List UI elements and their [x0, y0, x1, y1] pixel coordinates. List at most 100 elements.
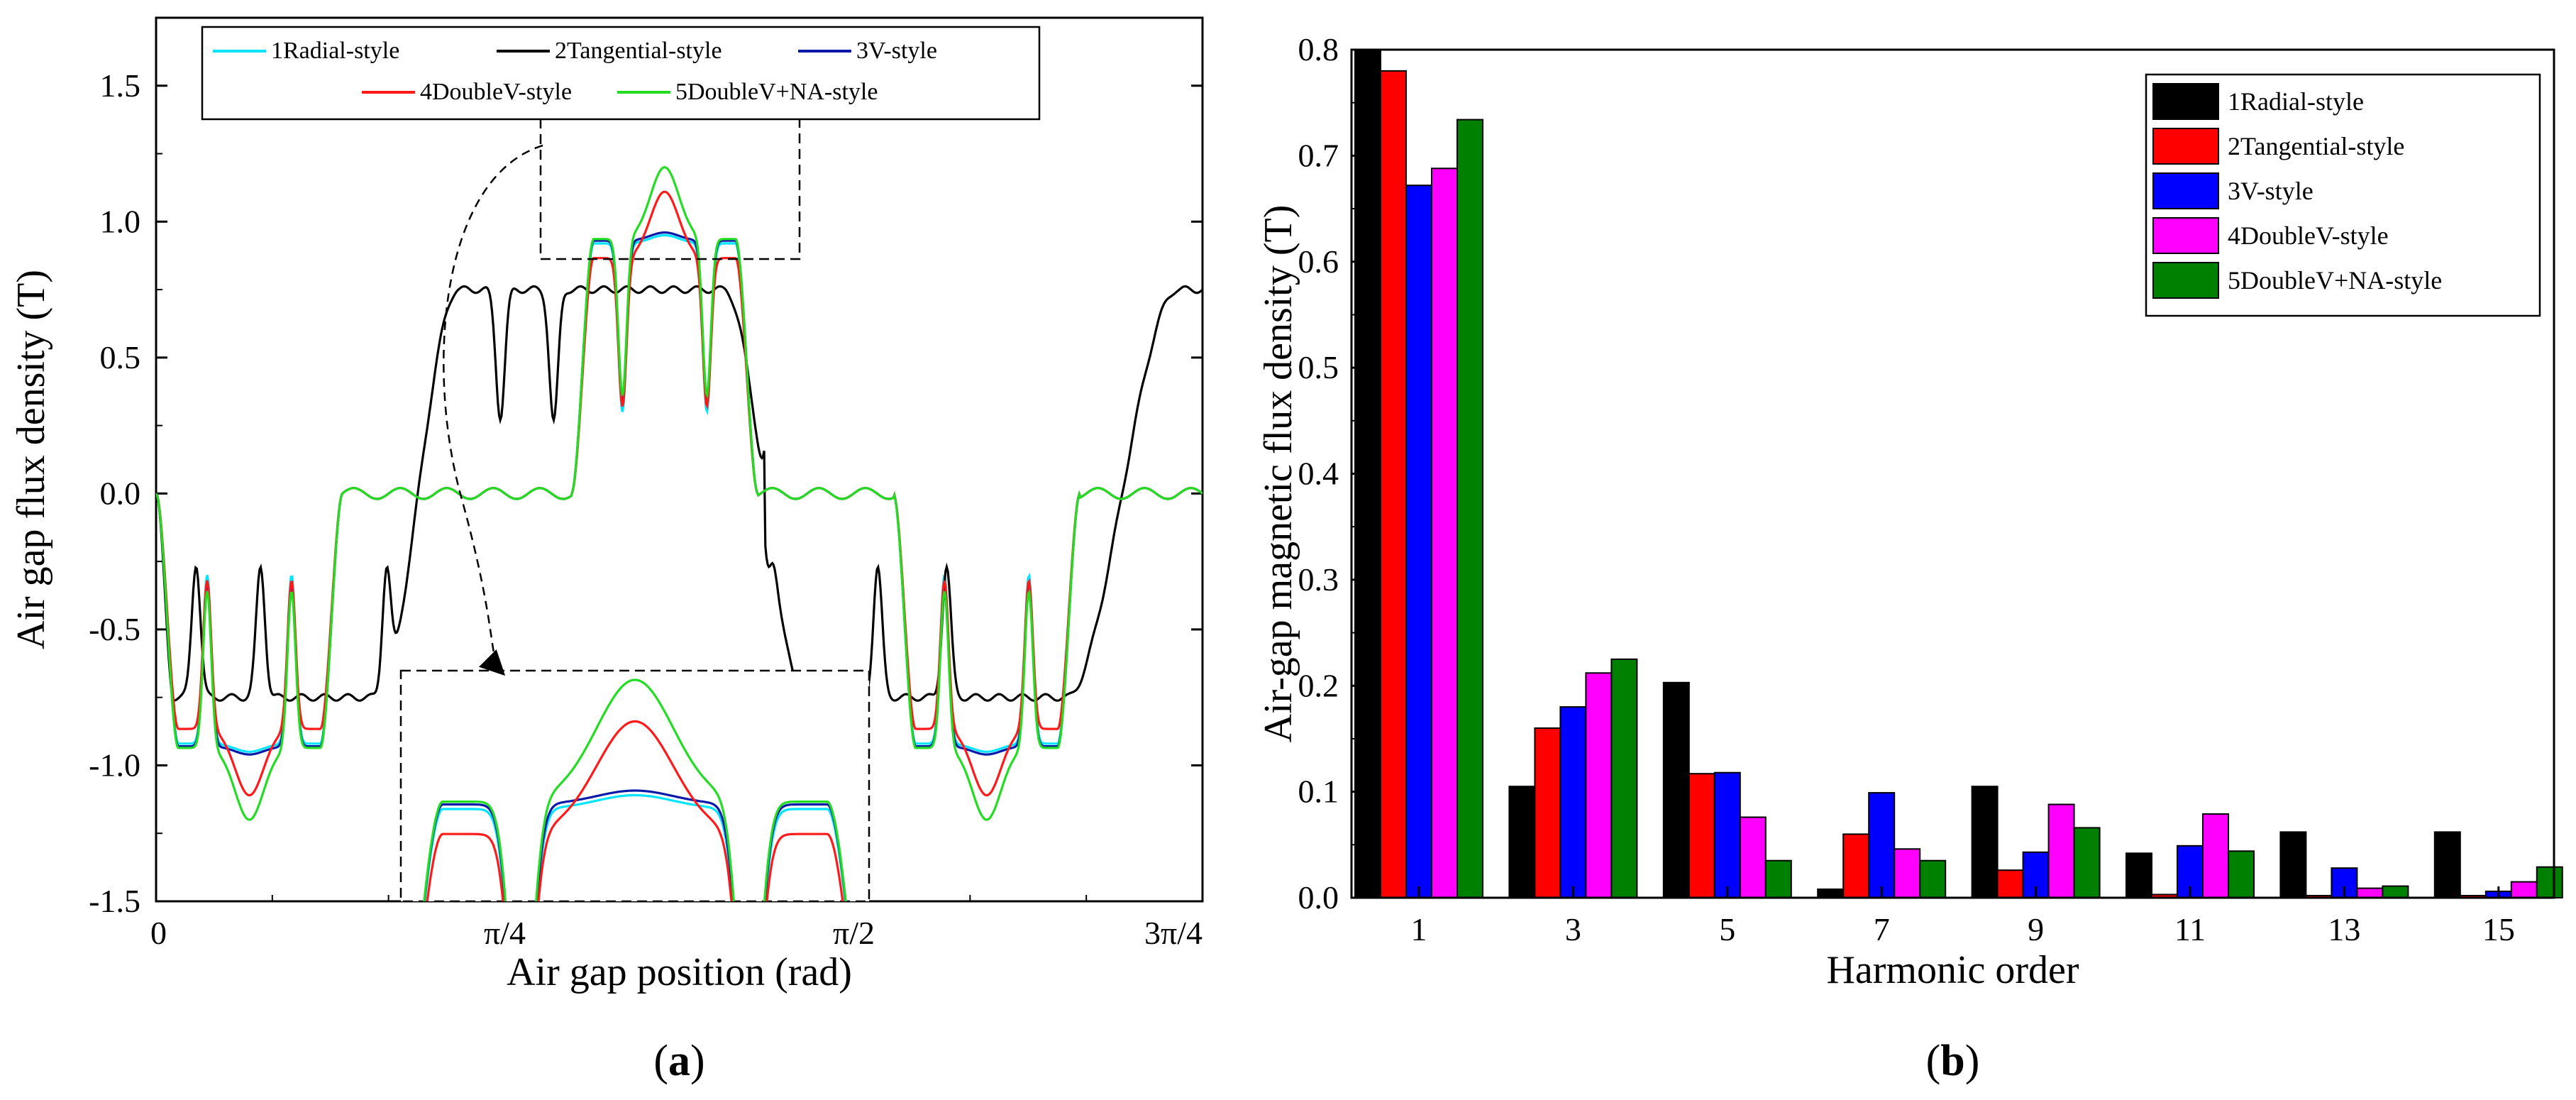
bar-5-h5	[1764, 859, 1792, 898]
x-tick-label-b: 9	[2028, 911, 2044, 947]
bar-5-h7	[1919, 859, 1947, 898]
x-tick-label-b: 5	[1719, 911, 1735, 947]
bar-2-h9	[1996, 869, 2024, 898]
inset-line-1	[424, 793, 846, 901]
bar-4-h11	[2202, 813, 2229, 898]
bar-2-h7	[1842, 833, 1870, 899]
inset-a	[399, 94, 870, 903]
legend-label-a-1: 1Radial-style	[271, 38, 399, 64]
bar-1-h13	[2279, 831, 2307, 899]
chart-b: 1Radial-style 2Tangential-style 3V-style 4D…	[1256, 31, 2563, 1085]
bar-1-h9	[1971, 786, 1999, 898]
legend-label-b-4: 4DoubleV-style	[2228, 221, 2389, 250]
x-tick-label-b: 15	[2482, 911, 2515, 947]
panel-b-caption: (b)	[1926, 1037, 1980, 1085]
x-axis-title-a: Air gap position (rad)	[507, 950, 852, 994]
inset-line-5	[423, 678, 847, 901]
bar-2-h1	[1380, 70, 1407, 898]
y-tick-label-a: -1.0	[89, 747, 140, 783]
legend-label-b-3: 3V-style	[2228, 177, 2314, 205]
bar-5-h15	[2536, 866, 2563, 898]
panel-a-caption: (a)	[653, 1037, 704, 1085]
x-tick-label-a: π/4	[484, 915, 526, 951]
text-b: 0.00.10.20.30.40.50.60.70.81 3 5 7 9 11 13 15Ha…	[1256, 31, 2515, 1085]
x-tick-label-a: 3π/4	[1144, 915, 1203, 951]
bar-2-h5	[1688, 773, 1715, 898]
y-tick-label-a: 1.5	[100, 67, 141, 104]
bar-4-h7	[1894, 848, 1921, 899]
legend-b: 1Radial-style 2Tangential-style 3V-style 4D…	[2145, 73, 2541, 317]
chart-a: 1Radial-style 2Tangential-style 3V-style 4D…	[9, 16, 1204, 1085]
legend-label-a-2: 2Tangential-style	[555, 38, 722, 64]
y-axis-title-b: Air-gap magnetic flux density (T)	[1256, 205, 1300, 743]
bar-4-h5	[1739, 816, 1767, 898]
legend-label-a-4: 4DoubleV-style	[420, 79, 572, 105]
lines-a	[156, 166, 1203, 821]
panel-a-caption-letter: a	[668, 1037, 690, 1085]
x-tick-label-a: 0	[150, 915, 167, 951]
legend-a: 1Radial-style 2Tangential-style 3V-style 4D…	[201, 26, 1041, 121]
inset-lines	[423, 678, 847, 901]
panel-b-caption-close: )	[1965, 1037, 1980, 1085]
series-line-a-5	[156, 166, 1203, 821]
bar-5-h3	[1610, 658, 1638, 899]
inset-line-4	[426, 720, 844, 901]
legend-swatch-b-4	[2152, 217, 2219, 254]
axes-b	[1350, 48, 2555, 899]
bar-3-h5	[1713, 771, 1741, 898]
legend-label-b-2: 2Tangential-style	[2228, 132, 2404, 160]
y-tick-label-a: 0.5	[100, 339, 141, 375]
y-tick-label-a: -0.5	[89, 611, 140, 647]
bar-1-h3	[1508, 786, 1536, 898]
x-tick-label-b: 11	[2174, 911, 2206, 947]
bar-5-h11	[2228, 850, 2255, 899]
x-tick-label-b: 1	[1411, 911, 1427, 947]
zoom-arrow	[443, 144, 543, 676]
bar-5-h9	[2073, 827, 2101, 899]
x-tick-label-b: 7	[1874, 911, 1890, 947]
x-axis-title-b: Harmonic order	[1826, 948, 2079, 992]
bar-4-h1	[1431, 167, 1458, 898]
bar-1-h15	[2433, 831, 2461, 899]
legend-label-a-3: 3V-style	[856, 38, 937, 64]
panel-a-caption-open: (	[653, 1037, 668, 1085]
x-tick-label-b: 3	[1565, 911, 1581, 947]
text-a: -1.5 -1.0 -0.5 0.0 0.5 1.0 1.5 0 π/4 π/2 3π/4 Air g…	[9, 67, 1203, 1085]
y-tick-label-b: 0.0	[1298, 879, 1339, 915]
x-tick-label-b: 13	[2328, 911, 2360, 947]
y-tick-label-a: -1.5	[89, 883, 140, 919]
bar-1-h11	[2126, 852, 2152, 899]
bar-3-h1	[1405, 185, 1432, 898]
legend-label-a-5: 5DoubleV+NA-style	[675, 79, 878, 105]
y-tick-label-b: 0.1	[1298, 774, 1339, 810]
y-tick-label-b: 0.8	[1298, 31, 1339, 67]
y-axis-title-a: Air gap flux density (T)	[9, 270, 53, 649]
legend-swatch-b-5	[2152, 262, 2219, 299]
bar-2-h3	[1534, 727, 1561, 898]
bar-4-h13	[2356, 887, 2384, 898]
legend-label-b-1: 1Radial-style	[2228, 87, 2364, 116]
bar-4-h9	[2047, 803, 2075, 898]
panel-a-caption-close: )	[690, 1037, 705, 1085]
y-tick-label-b: 0.2	[1298, 667, 1339, 703]
bar-5-h1	[1456, 119, 1483, 899]
bar-4-h15	[2510, 881, 2538, 898]
y-tick-label-b: 0.3	[1298, 561, 1339, 598]
x-tick-label-a: π/2	[833, 915, 875, 951]
legend-swatch-b-3	[2152, 172, 2219, 209]
zoom-source-box	[539, 94, 801, 260]
legend-label-b-5: 5DoubleV+NA-style	[2228, 266, 2442, 295]
bar-4-h3	[1585, 672, 1613, 898]
legend-box-a	[201, 26, 1041, 121]
bar-1-h7	[1817, 889, 1845, 898]
bar-3-h3	[1559, 706, 1587, 898]
legend-swatch-b-1	[2152, 83, 2219, 120]
y-tick-label-b: 0.4	[1298, 456, 1339, 492]
inset-line-3	[423, 789, 847, 901]
y-tick-label-b: 0.6	[1298, 243, 1339, 280]
legend-swatch-b-2	[2152, 128, 2219, 165]
series-line-a-2	[156, 285, 1203, 702]
panel-b-caption-letter: b	[1940, 1037, 1964, 1085]
y-tick-label-a: 0.0	[100, 475, 141, 511]
